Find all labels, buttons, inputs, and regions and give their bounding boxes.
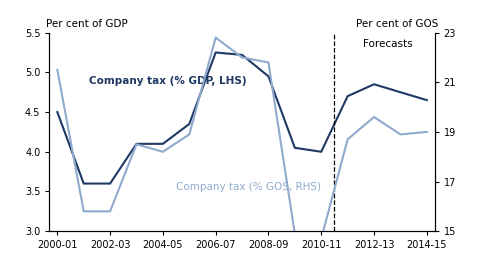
Text: Forecasts: Forecasts xyxy=(364,39,413,49)
Text: Company tax (% GDP, LHS): Company tax (% GDP, LHS) xyxy=(89,76,247,86)
Text: Per cent of GOS: Per cent of GOS xyxy=(356,19,439,29)
Text: Per cent of GDP: Per cent of GDP xyxy=(45,19,127,29)
Text: Company tax (% GOS, RHS): Company tax (% GOS, RHS) xyxy=(176,182,321,192)
